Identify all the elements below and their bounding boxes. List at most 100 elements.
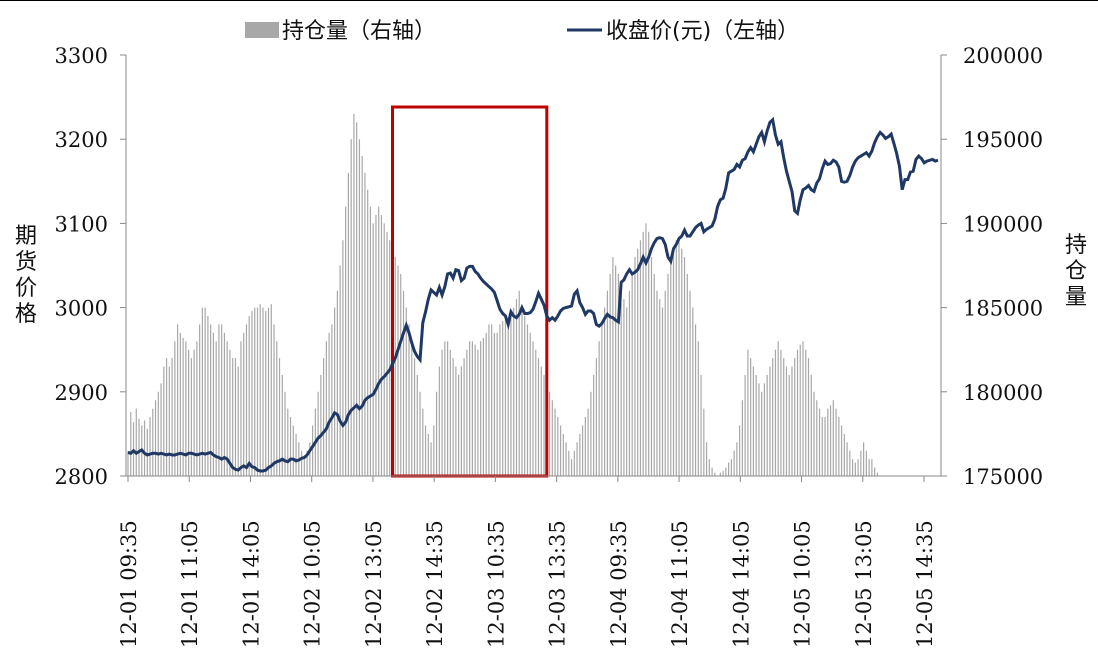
open-interest-bar [300,450,303,476]
open-interest-bar [193,349,195,476]
open-interest-bar [783,358,785,476]
x-tick-label: 12-03 10:35 [484,520,508,648]
open-interest-bar [570,459,573,476]
x-tick-label: 12-03 13:35 [546,520,570,648]
x-tick-label: 12-04 11:05 [668,520,692,648]
open-interest-bar [265,310,267,476]
open-interest-bar [477,349,479,476]
open-interest-bar [342,240,344,476]
open-interest-bar [185,341,187,476]
open-interest-bar [488,324,490,476]
open-interest-bar [259,304,261,476]
open-interest-bar [725,467,727,476]
open-interest-bar [229,349,231,476]
open-interest-bar [469,341,471,476]
close-price-line [127,116,939,473]
open-interest-bar [289,417,292,476]
open-interest-bar [196,341,198,476]
y-right-title: 持仓量 [1065,233,1087,310]
open-interest-bar [568,450,570,476]
open-interest-bar [292,425,294,476]
y-left-tick-label: 2800 [55,465,108,489]
x-tick-label: 12-05 10:05 [791,520,815,648]
open-interest-bar [435,391,438,476]
open-interest-bar [565,442,567,476]
open-interest-bar [562,433,564,476]
open-interest-bar [502,321,504,476]
open-interest-bar [168,366,170,476]
open-interest-bar [598,341,600,476]
open-interest-bar [380,214,383,477]
open-interest-bar [201,307,203,476]
open-interest-bar [416,374,418,476]
open-interest-bar [838,417,840,476]
open-interest-bar [130,412,132,476]
open-interest-bar [507,324,509,476]
open-interest-bar [188,349,190,476]
open-interest-bar [824,417,826,476]
open-interest-bars [127,113,878,477]
open-interest-bar [243,332,245,476]
x-tick-label: 12-02 10:05 [301,520,325,648]
top-border [0,0,1098,1]
open-interest-bar [554,408,556,476]
open-interest-bar [138,418,140,476]
open-interest-bar [273,324,275,476]
open-interest-bar [320,374,322,476]
open-interest-bar [135,408,137,476]
open-interest-bar [353,113,355,476]
open-interest-bar [653,273,655,476]
open-interest-bar [846,442,848,476]
open-interest-bar [642,231,644,476]
open-interest-bar [601,324,603,476]
open-interest-bar [863,442,865,476]
x-tick-label: 12-05 13:05 [852,520,876,648]
open-interest-bar [413,358,416,476]
open-interest-bar [670,257,672,476]
open-interest-bar [667,273,669,476]
open-interest-bar [240,341,242,476]
open-interest-bar [254,307,256,476]
open-interest-bar [452,358,454,476]
open-interest-bar [433,425,435,476]
open-interest-bar [656,290,658,476]
x-tick-label: 12-01 11:05 [178,520,202,648]
open-interest-bar [364,172,366,476]
open-interest-bar [634,257,636,476]
open-interest-bar [245,324,248,476]
open-interest-bar [367,189,369,476]
open-interest-bar [689,290,691,476]
legend-bar-label: 持仓量（右轴） [282,19,436,44]
y-left-tick-label: 3200 [55,128,108,152]
open-interest-bar [306,450,308,476]
open-interest-bar [835,408,837,476]
open-interest-bar [860,450,862,476]
open-interest-bar [799,344,801,476]
open-interest-bar [612,257,614,476]
open-interest-bar [515,299,518,476]
open-interest-bar [686,273,688,476]
legend-bar-swatch [245,22,279,38]
open-interest-bar [237,366,239,476]
open-interest-bar [408,324,410,476]
open-interest-bar [794,358,796,476]
x-tick-label: 12-01 14:05 [239,520,263,648]
open-interest-bar [179,332,181,476]
y-right-tick-label: 180000 [963,381,1043,405]
open-interest-bar [347,172,350,476]
open-interest-bar [664,290,666,476]
open-interest-bar [372,223,374,476]
open-interest-bar [444,341,446,476]
x-tick-label: 12-04 14:05 [729,520,753,648]
x-tick-label: 12-04 09:35 [607,520,631,648]
open-interest-bar [430,442,432,476]
open-interest-bar [774,349,777,476]
open-interest-bar [628,290,631,476]
open-interest-bar [705,442,708,476]
open-interest-bar [278,358,281,476]
y-left-title: 期货价格 [15,224,37,327]
open-interest-bar [840,425,843,476]
open-interest-bar [369,206,372,476]
open-interest-bar [331,324,333,476]
open-interest-bar [683,257,686,476]
